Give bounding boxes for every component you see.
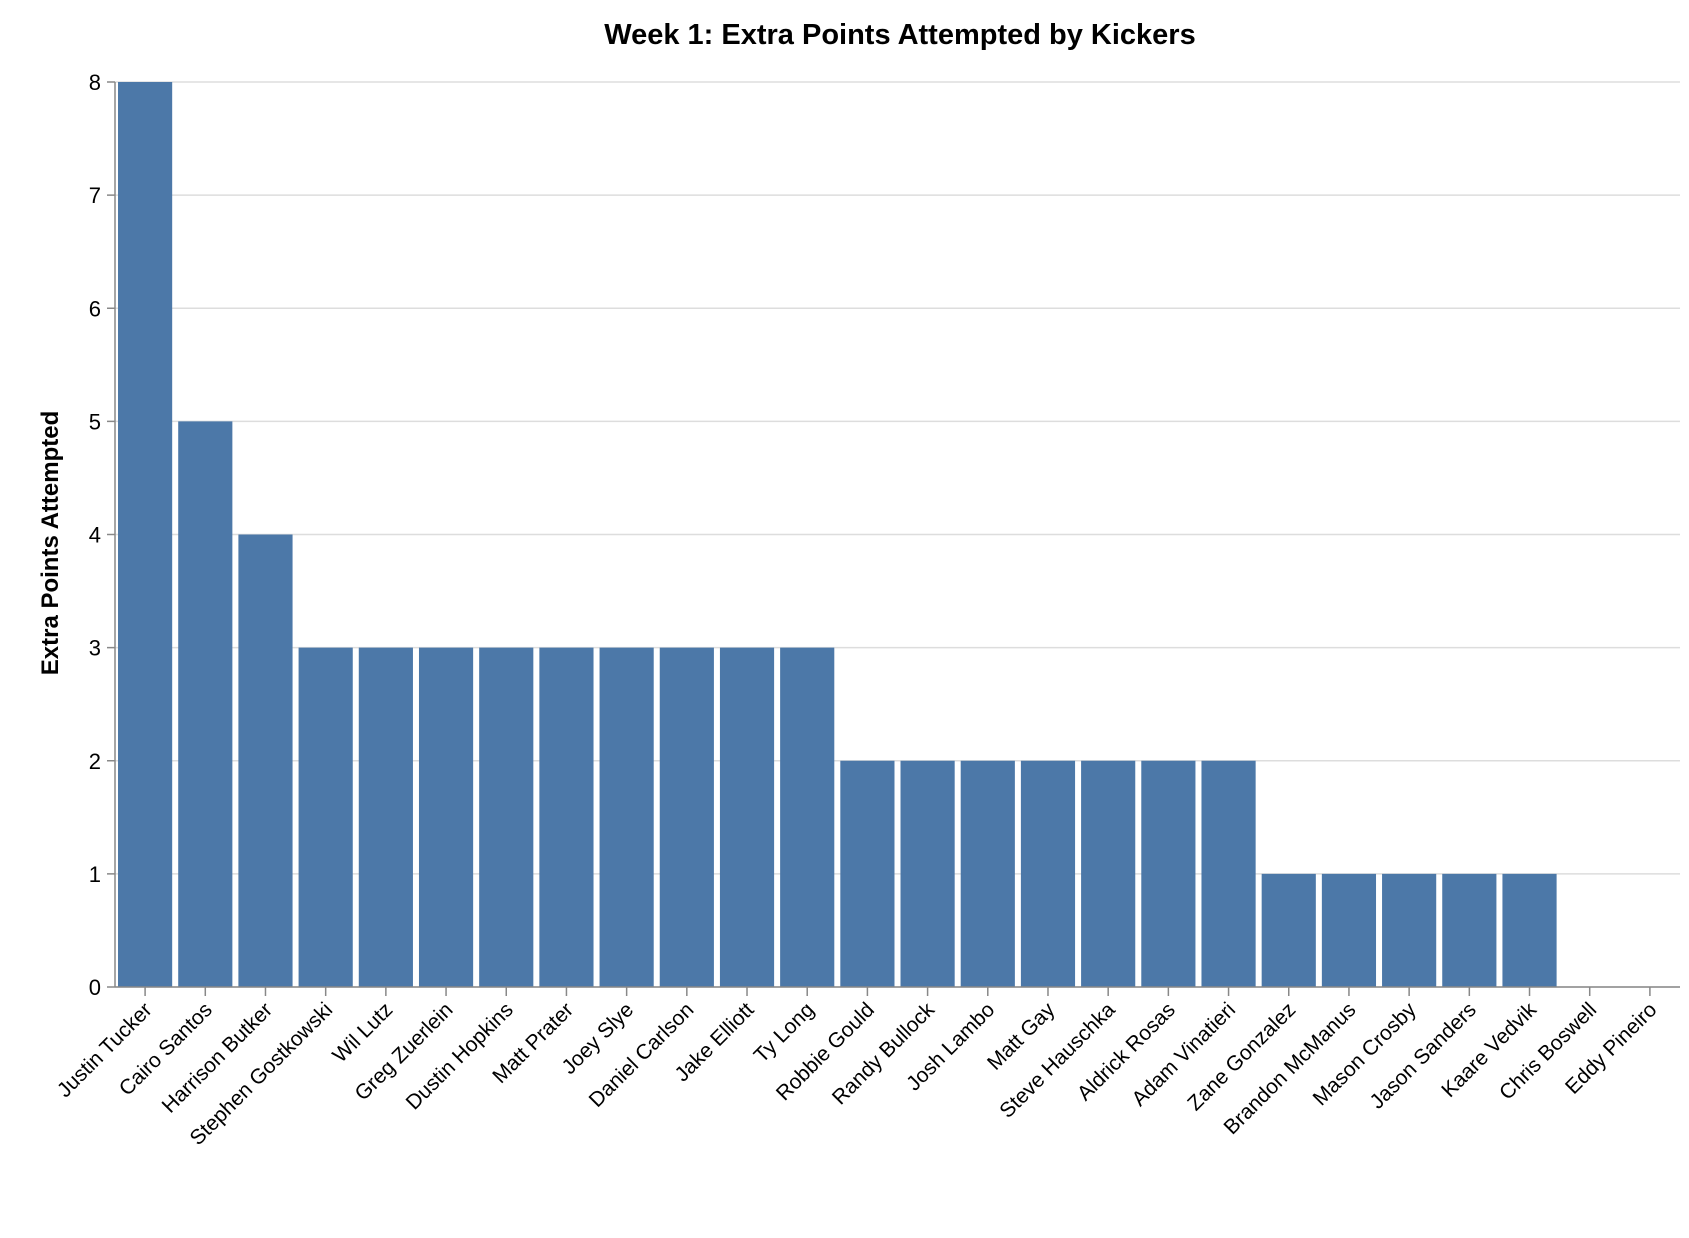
- y-tick-label: 1: [89, 862, 101, 887]
- bar: [1382, 873, 1437, 987]
- bar: [1321, 873, 1377, 987]
- y-axis-title: Extra Points Attempted: [37, 411, 64, 675]
- y-tick-label: 4: [89, 523, 101, 548]
- x-tick-label: Mason Crosby: [1309, 998, 1421, 1110]
- x-tick-label: Randy Bullock: [828, 998, 940, 1110]
- bar: [780, 647, 835, 987]
- bar: [960, 760, 1015, 987]
- chart-title: Week 1: Extra Points Attempted by Kicker…: [604, 19, 1195, 51]
- x-tick-label: Adam Vinatieri: [1128, 998, 1241, 1111]
- bar: [539, 647, 594, 987]
- x-tick-label: Jason Sanders: [1366, 998, 1481, 1113]
- bar: [900, 760, 955, 987]
- bar: [1081, 760, 1136, 987]
- bar: [719, 647, 775, 987]
- bar: [1261, 873, 1316, 987]
- bar: [358, 647, 413, 987]
- y-tick-label: 6: [89, 296, 101, 321]
- bar: [599, 647, 654, 987]
- x-tick-label: Daniel Carlson: [585, 998, 699, 1112]
- y-tick-label: 8: [89, 70, 101, 95]
- bar: [178, 421, 233, 987]
- x-tick-label: Harrison Butker: [158, 998, 277, 1117]
- bar: [418, 647, 474, 987]
- bar: [1502, 873, 1557, 987]
- x-tick-label: Zane Gonzalez: [1183, 998, 1300, 1115]
- bar: [1201, 760, 1256, 987]
- bar: [1020, 760, 1076, 987]
- y-tick-label: 5: [89, 409, 101, 434]
- y-tick-label: 0: [89, 975, 101, 1000]
- bar: [1141, 760, 1196, 987]
- bar: [840, 760, 895, 987]
- bar: [298, 647, 353, 987]
- bars: [118, 82, 1557, 987]
- y-tick-label: 2: [89, 749, 101, 774]
- bar: [479, 647, 534, 987]
- x-tick-label: Dustin Hopkins: [402, 998, 518, 1114]
- bar: [118, 82, 173, 987]
- bar: [238, 534, 293, 987]
- bar: [1442, 873, 1497, 987]
- y-tick-label: 3: [89, 636, 101, 661]
- y-tick-label: 7: [89, 183, 101, 208]
- bar: [659, 647, 714, 987]
